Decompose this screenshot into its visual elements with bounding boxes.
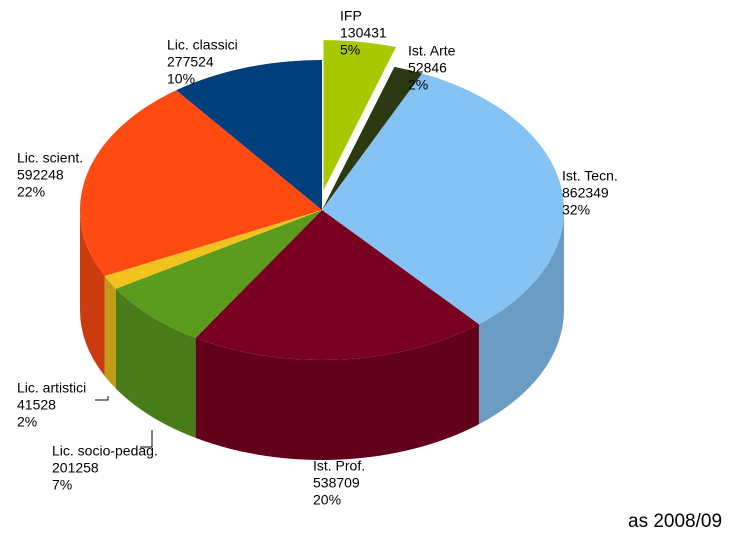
slice-percent: 20% — [313, 491, 341, 507]
slice-value: 862349 — [562, 184, 609, 200]
slice-side — [104, 275, 116, 389]
slice — [195, 210, 479, 460]
slice-value: 41528 — [17, 396, 56, 412]
slice-top — [323, 40, 396, 191]
slice-label: IFP — [340, 7, 362, 23]
slice-side — [115, 288, 196, 438]
slice-value: 201258 — [52, 459, 99, 475]
leader-line — [140, 430, 153, 448]
slice-percent: 10% — [167, 70, 195, 86]
slice-label: Lic. artistici — [17, 379, 86, 395]
slice-value: 52846 — [408, 59, 447, 75]
note: as 2008/09 — [628, 511, 722, 532]
slice-label: Lic. scient. — [17, 149, 83, 165]
slice-value: 592248 — [17, 166, 64, 182]
slice-top — [322, 73, 564, 325]
slice-percent: 2% — [408, 76, 428, 92]
slice-top — [176, 60, 322, 210]
slice-label: Ist. Prof. — [313, 457, 365, 473]
slice-top — [115, 210, 322, 338]
slice-label: Lic. classici — [167, 36, 238, 52]
slice — [115, 210, 322, 438]
slice-label: Ist. Arte — [408, 42, 456, 58]
slice-percent: 5% — [340, 41, 360, 57]
slice-value: 277524 — [167, 53, 214, 69]
slice-top — [104, 210, 322, 289]
slice-percent: 7% — [52, 476, 72, 492]
leader-line — [95, 396, 109, 401]
slice-side — [80, 210, 105, 376]
slice — [322, 73, 564, 425]
slice-value: 130431 — [340, 24, 387, 40]
slice-side — [195, 324, 479, 460]
slice-percent: 32% — [562, 201, 590, 217]
slice-label: Ist. Tecn. — [562, 167, 618, 183]
slice-label: Lic. socio-pedag. — [52, 442, 158, 458]
slice — [322, 66, 423, 210]
slice-value: 538709 — [313, 474, 360, 490]
slice — [323, 40, 396, 191]
slice — [176, 60, 322, 210]
slice-percent: 2% — [17, 413, 37, 429]
slice — [104, 210, 322, 389]
slice-percent: 22% — [17, 183, 45, 199]
slice-top — [79, 90, 323, 276]
slice-top — [322, 66, 423, 210]
slice — [79, 90, 323, 376]
slice-top — [195, 210, 479, 360]
slice-side — [478, 210, 564, 425]
